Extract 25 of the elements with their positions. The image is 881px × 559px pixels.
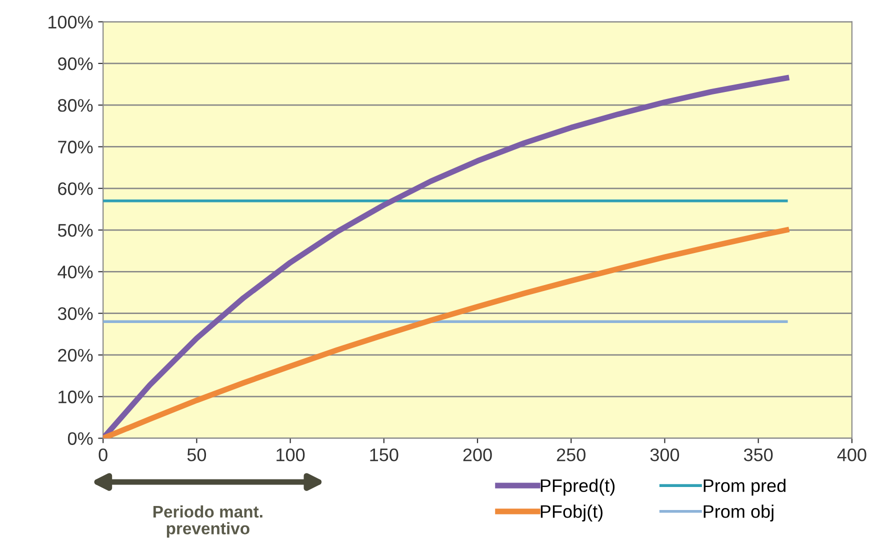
x-tick-label: 150 bbox=[370, 448, 398, 462]
text: Periodo mant. preventivo bbox=[153, 505, 262, 538]
legend-label: Prom obj bbox=[704, 504, 774, 522]
x-tick-label: 300 bbox=[650, 448, 680, 462]
y-tick-label: 80% bbox=[58, 99, 93, 112]
y-tick-label: 50% bbox=[58, 224, 93, 237]
legend-label: PFpred(t) bbox=[540, 478, 615, 496]
x-tick-label: 0 bbox=[98, 448, 108, 462]
x-tick-label: 100 bbox=[276, 448, 305, 462]
legend-label: PFobj(t) bbox=[540, 504, 602, 522]
y-tick-label: 20% bbox=[58, 348, 93, 362]
y-tick-label: 30% bbox=[58, 307, 93, 320]
x-tick-label: 400 bbox=[837, 448, 866, 462]
y-tick-label: 60% bbox=[58, 182, 93, 196]
x-tick-label: 200 bbox=[463, 448, 492, 462]
y-tick-label: 40% bbox=[58, 266, 93, 278]
y-tick-label: 70% bbox=[58, 140, 93, 154]
legend-label: Prom pred bbox=[704, 478, 786, 496]
y-tick-label: 0% bbox=[68, 432, 93, 445]
x-tick-label: 50 bbox=[187, 448, 206, 462]
y-tick-label: 100% bbox=[48, 16, 93, 29]
x-tick-label: 350 bbox=[744, 448, 773, 462]
x-tick-label: 250 bbox=[556, 448, 586, 462]
y-tick-label: 10% bbox=[58, 390, 93, 404]
y-tick-label: 90% bbox=[58, 57, 93, 70]
